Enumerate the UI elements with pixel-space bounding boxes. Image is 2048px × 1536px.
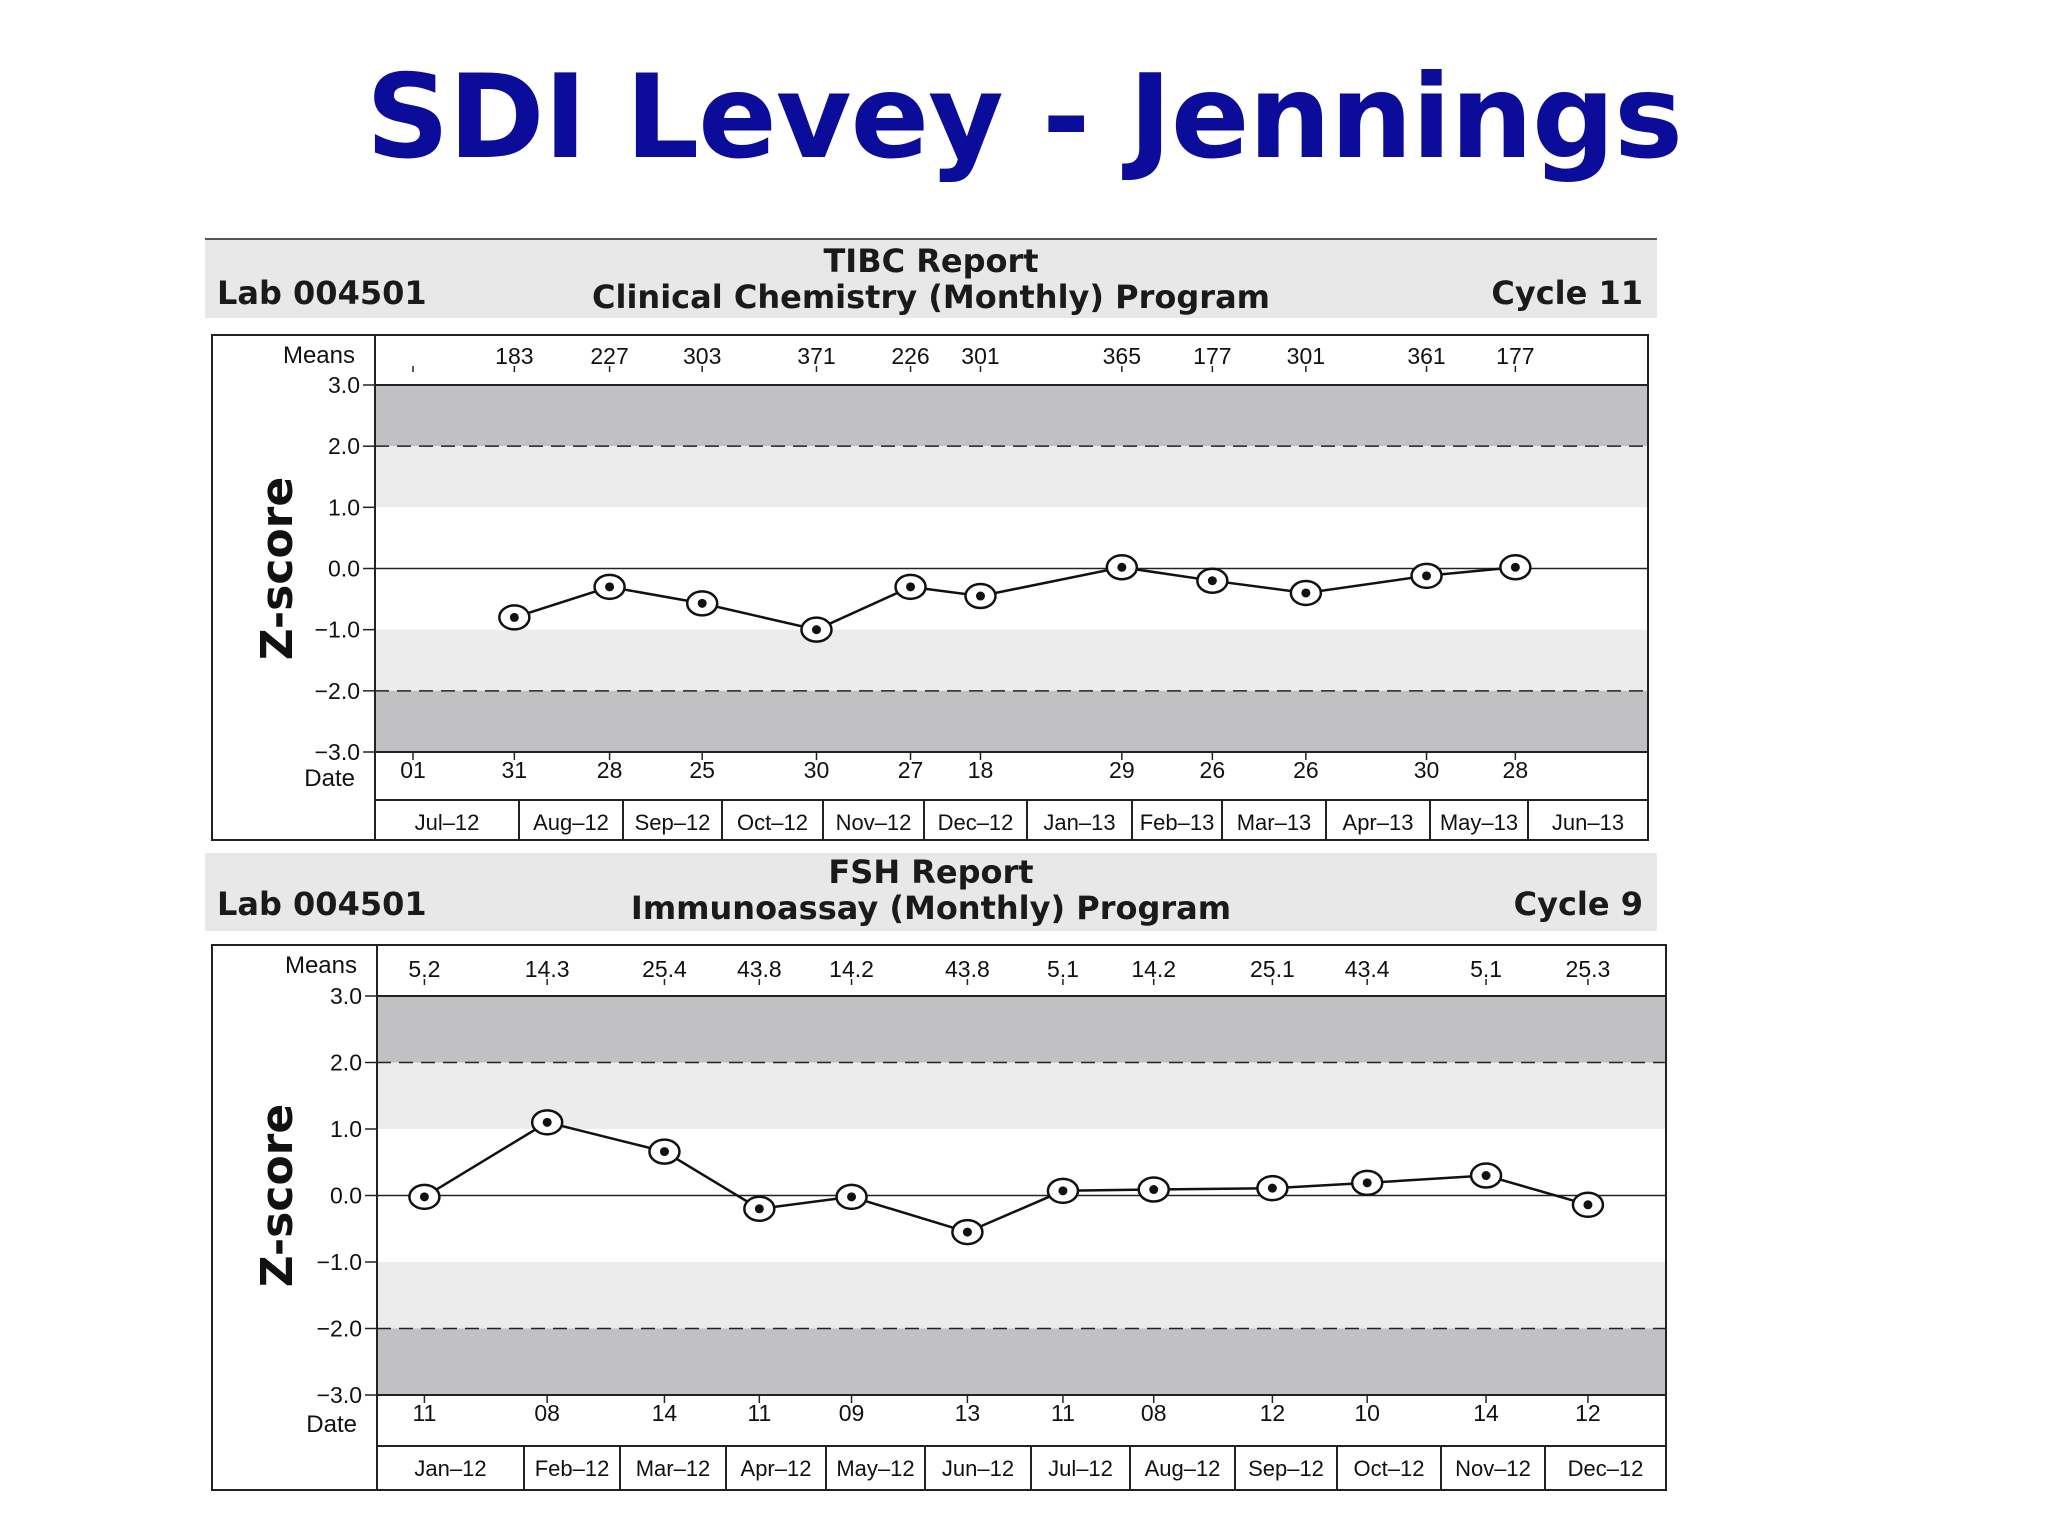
date-value-label: 12 — [1260, 1400, 1286, 1426]
mean-value-label: 43.8 — [945, 956, 990, 982]
data-point-dot — [847, 1192, 856, 1201]
data-point — [1573, 1193, 1603, 1217]
month-label: Dec–12 — [1568, 1456, 1644, 1481]
data-point — [649, 1140, 679, 1164]
data-point-dot — [755, 1204, 764, 1213]
data-point-dot — [1058, 1186, 1067, 1195]
mean-value-label: 43.4 — [1345, 956, 1390, 982]
mean-value-label: 25.4 — [642, 956, 687, 982]
y-axis-title: Z-score — [252, 1104, 303, 1287]
date-value-label: 10 — [1354, 1400, 1380, 1426]
data-point — [1471, 1164, 1501, 1188]
y-tick-label: 3.0 — [330, 983, 362, 1009]
month-label: May–12 — [836, 1456, 914, 1481]
y-tick-label: 0.0 — [330, 1183, 362, 1209]
date-value-label: 08 — [534, 1400, 560, 1426]
warning-band-upper — [377, 1063, 1666, 1130]
mean-value-label: 5.1 — [1047, 956, 1079, 982]
date-value-label: 12 — [1575, 1400, 1601, 1426]
y-tick-label: 2.0 — [330, 1050, 362, 1076]
date-value-label: 11 — [747, 1400, 771, 1426]
mean-value-label: 14.2 — [829, 956, 874, 982]
date-value-label: 08 — [1141, 1400, 1167, 1426]
data-point — [1048, 1179, 1078, 1203]
month-label: Jun–12 — [942, 1456, 1014, 1481]
month-label: Apr–12 — [741, 1456, 812, 1481]
month-label: Feb–12 — [535, 1456, 610, 1481]
y-tick-label: −3.0 — [317, 1382, 362, 1408]
data-point-dot — [1583, 1200, 1592, 1209]
data-point — [1139, 1178, 1169, 1202]
y-tick-label: 1.0 — [330, 1116, 362, 1142]
y-tick-label: −2.0 — [317, 1316, 362, 1342]
outer-band-lower — [377, 1329, 1666, 1396]
y-tick-label: −1.0 — [317, 1249, 362, 1275]
data-point — [744, 1197, 774, 1221]
means-label: Means — [285, 952, 357, 979]
month-label: Jul–12 — [1048, 1456, 1113, 1481]
data-point — [1352, 1171, 1382, 1195]
data-point-dot — [543, 1118, 552, 1127]
mean-value-label: 14.3 — [525, 956, 570, 982]
mean-value-label: 5.1 — [1470, 956, 1502, 982]
data-point — [952, 1220, 982, 1244]
mean-value-label: 5.2 — [408, 956, 440, 982]
data-point-dot — [660, 1147, 669, 1156]
date-value-label: 14 — [652, 1400, 678, 1426]
data-point — [837, 1185, 867, 1209]
date-value-label: 09 — [839, 1400, 865, 1426]
month-label: Mar–12 — [636, 1456, 711, 1481]
data-point-dot — [1482, 1171, 1491, 1180]
mean-value-label: 43.8 — [737, 956, 782, 982]
date-value-label: 11 — [412, 1400, 436, 1426]
month-label: Sep–12 — [1248, 1456, 1324, 1481]
mean-value-label: 14.2 — [1131, 956, 1176, 982]
data-point-dot — [963, 1228, 972, 1237]
warning-band-lower — [377, 1262, 1666, 1329]
data-point-dot — [1363, 1178, 1372, 1187]
month-label: Nov–12 — [1455, 1456, 1531, 1481]
data-point — [409, 1185, 439, 1209]
month-label: Aug–12 — [1145, 1456, 1221, 1481]
date-value-label: 11 — [1051, 1400, 1075, 1426]
data-point-dot — [1268, 1184, 1277, 1193]
data-point-dot — [420, 1192, 429, 1201]
mean-value-label: 25.1 — [1250, 956, 1295, 982]
data-point — [1257, 1176, 1287, 1200]
data-point-dot — [1149, 1185, 1158, 1194]
data-point — [532, 1110, 562, 1134]
date-value-label: 14 — [1473, 1400, 1499, 1426]
month-label: Oct–12 — [1354, 1456, 1425, 1481]
mean-value-label: 25.3 — [1566, 956, 1611, 982]
outer-band-upper — [377, 996, 1666, 1063]
month-label: Jan–12 — [414, 1456, 486, 1481]
date-value-label: 13 — [955, 1400, 981, 1426]
date-label: Date — [306, 1411, 357, 1438]
